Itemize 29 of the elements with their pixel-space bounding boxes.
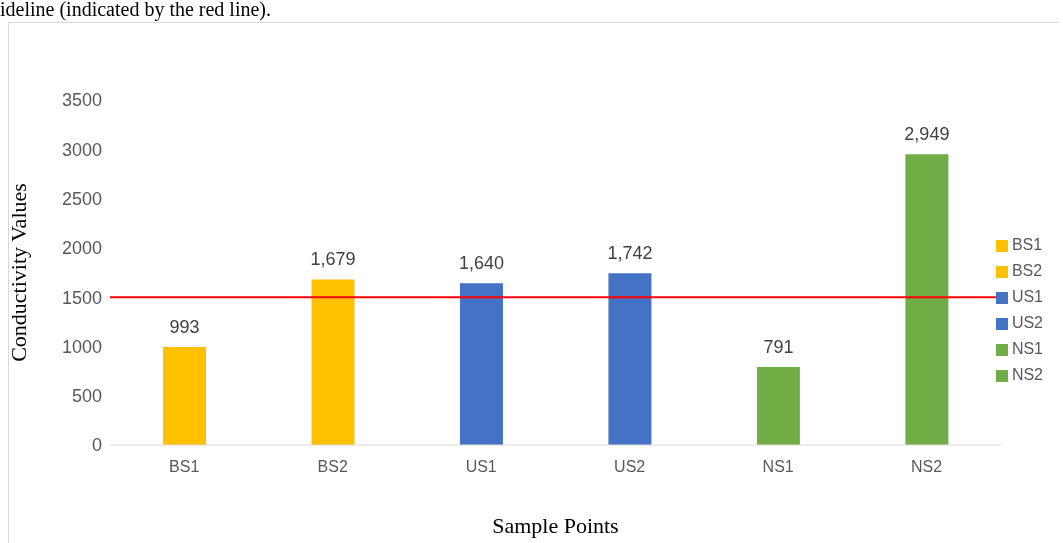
x-tick-label: US1 — [465, 458, 497, 476]
y-tick-label: 500 — [71, 386, 102, 407]
legend-label: NS2 — [1011, 366, 1043, 383]
y-tick-label: 2000 — [61, 238, 102, 259]
x-tick-label: NS1 — [762, 458, 794, 476]
x-tick-label: BS2 — [317, 458, 348, 476]
data-label: 791 — [763, 337, 794, 358]
legend-label: US2 — [1011, 314, 1043, 331]
legend-label: NS1 — [1011, 340, 1043, 357]
y-tick-label: 1000 — [61, 336, 102, 357]
data-label: 2,949 — [904, 124, 950, 145]
y-tick-label: 3500 — [61, 90, 102, 111]
data-label: 1,742 — [607, 243, 653, 264]
x-tick-label: US2 — [614, 458, 646, 476]
data-label: 1,640 — [458, 253, 504, 274]
y-tick-label: 1500 — [61, 287, 102, 308]
y-tick-label: 0 — [91, 435, 102, 456]
legend-label: BS1 — [1011, 236, 1043, 253]
y-tick-label: 3000 — [61, 139, 102, 160]
y-axis-title: Conductivity Values — [5, 183, 31, 362]
x-axis-title: Sample Points — [492, 513, 619, 538]
text: ideline (indicated by the red line). — [0, 0, 272, 21]
data-label: 1,679 — [310, 249, 356, 270]
data-label: 993 — [169, 317, 200, 338]
legend-label: US1 — [1011, 288, 1043, 305]
y-tick-label: 2500 — [61, 188, 102, 209]
x-tick-label: NS2 — [911, 458, 943, 476]
x-tick-label: BS1 — [169, 458, 200, 476]
legend-label: BS2 — [1011, 262, 1043, 279]
